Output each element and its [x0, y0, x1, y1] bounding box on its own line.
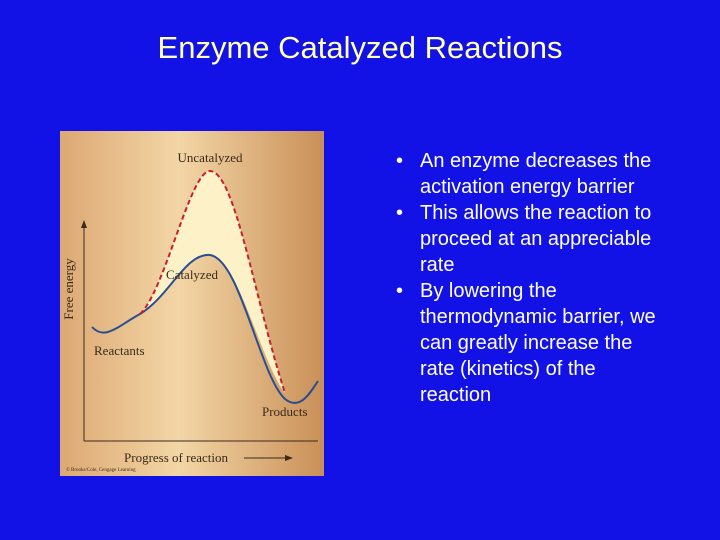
uncatalyzed-label: Uncatalyzed	[178, 150, 243, 165]
y-axis-label: Free energy	[61, 258, 76, 320]
bullet: By lowering the thermodynamic barrier, w…	[392, 278, 672, 408]
energy-diagram: Uncatalyzed Catalyzed Reactants Products…	[60, 131, 324, 476]
catalyzed-curve	[91, 253, 319, 404]
reactants-label: Reactants	[94, 343, 145, 358]
products-label: Products	[262, 404, 308, 419]
credit: © Brooks/Cole, Cengage Learning	[66, 467, 136, 473]
bullet: This allows the reaction to proceed at a…	[392, 200, 672, 278]
x-axis-label: Progress of reaction	[124, 450, 228, 465]
barrier-fill	[140, 171, 285, 393]
slide-title: Enzyme Catalyzed Reactions	[157, 30, 563, 65]
uncatalyzed-curve	[139, 169, 286, 394]
bullet-list: An enzyme decreases the activation energ…	[392, 148, 672, 408]
bullet: An enzyme decreases the activation energ…	[392, 148, 672, 200]
figure-background	[60, 131, 324, 476]
catalyzed-label: Catalyzed	[166, 267, 218, 282]
